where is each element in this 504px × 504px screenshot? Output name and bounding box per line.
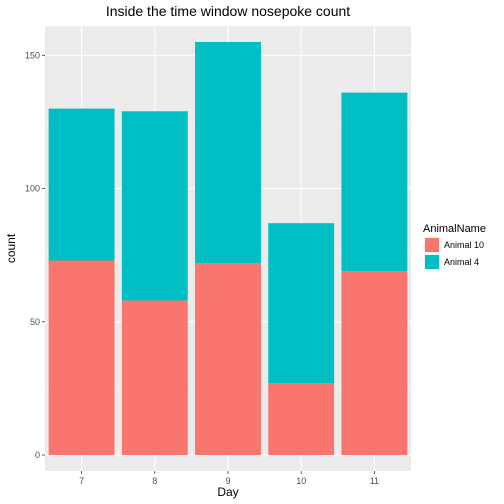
- bar-animal-4-day-7: [49, 109, 115, 261]
- legend: AnimalName Animal 10 Animal 4: [423, 223, 486, 270]
- legend-swatch-animal-10: [425, 238, 439, 252]
- y-axis-title: count: [4, 233, 18, 263]
- y-tick-label: 50: [30, 317, 40, 327]
- bar-animal-10-day-10: [268, 383, 334, 455]
- x-tick-label: 7: [79, 476, 84, 486]
- bar-animal-4-day-10: [268, 223, 334, 383]
- x-tick-label: 10: [296, 476, 306, 486]
- y-tick-label: 150: [25, 50, 40, 60]
- x-axis: 7 8 9 10 11: [79, 471, 379, 486]
- legend-title: AnimalName: [423, 223, 486, 235]
- bar-animal-10-day-8: [122, 300, 188, 455]
- bar-animal-10-day-9: [195, 263, 261, 455]
- bar-animal-4-day-9: [195, 42, 261, 263]
- x-axis-title: Day: [217, 485, 238, 499]
- bar-animal-10-day-7: [49, 260, 115, 455]
- legend-label: Animal 10: [444, 240, 484, 250]
- y-axis: 0 50 100 150: [25, 50, 45, 460]
- x-tick-label: 11: [370, 476, 379, 486]
- bar-animal-10-day-11: [341, 271, 407, 455]
- chart-title: Inside the time window nosepoke count: [106, 3, 350, 19]
- y-tick-label: 0: [35, 450, 40, 460]
- bar-animal-4-day-11: [341, 93, 407, 272]
- y-tick-label: 100: [25, 184, 40, 194]
- x-tick-label: 8: [152, 476, 157, 486]
- legend-label: Animal 4: [444, 257, 479, 267]
- bar-animal-4-day-8: [122, 111, 188, 300]
- legend-swatch-animal-4: [425, 255, 439, 269]
